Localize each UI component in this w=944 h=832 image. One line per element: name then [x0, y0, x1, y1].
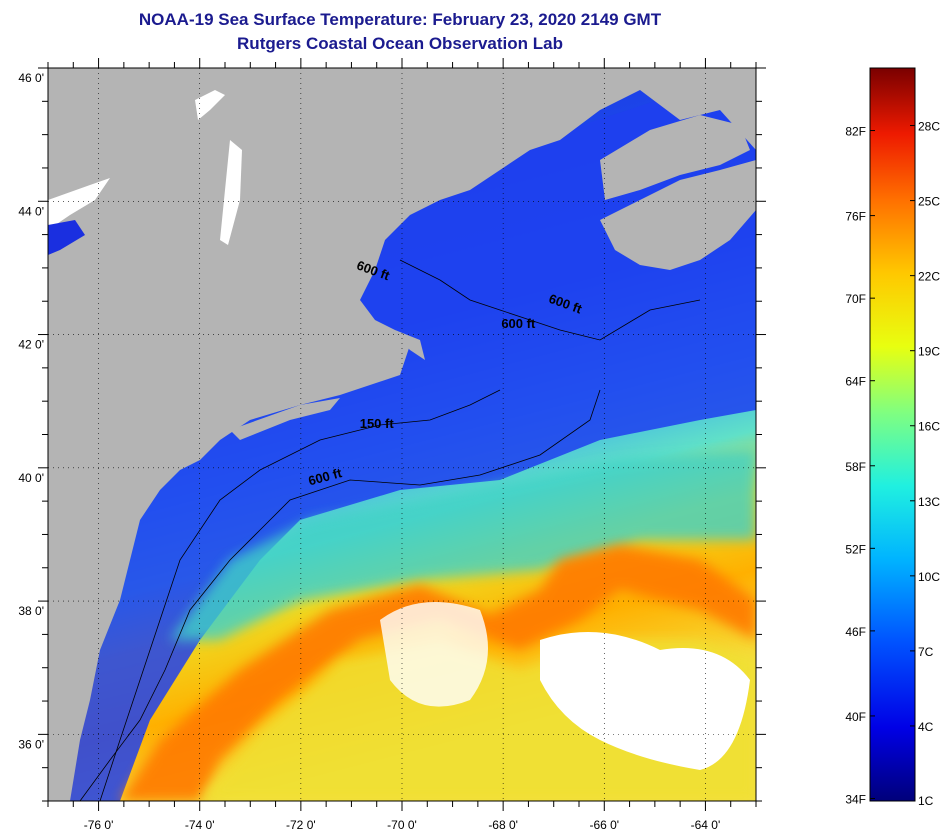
contour-gulf-of-maine: [399, 259, 701, 341]
colorbar-label-f: 76F: [845, 210, 866, 224]
colorbar-label-f: 52F: [845, 542, 866, 556]
map-subtitle: Rutgers Coastal Ocean Observation Lab: [237, 34, 563, 53]
cloud-patch: [540, 632, 750, 770]
lon-tick-label: -74 0': [185, 818, 215, 832]
colorbar-label-c: 10C: [918, 570, 940, 584]
lon-tick-label: -64 0': [691, 818, 721, 832]
land-cape-cod: [395, 330, 425, 360]
lon-tick-label: -68 0': [488, 818, 518, 832]
colorbar-label-f: 82F: [845, 125, 866, 139]
colorbar-label-f: 64F: [845, 375, 866, 389]
sst-map: [48, 68, 756, 801]
lon-tick-label: -72 0': [286, 818, 316, 832]
colorbar-label-c: 19C: [918, 345, 940, 359]
map-title: NOAA-19 Sea Surface Temperature: Februar…: [138, 10, 662, 29]
gulf-stream: [120, 545, 756, 801]
colorbar-label-f: 70F: [845, 292, 866, 306]
lon-tick-label: -76 0': [84, 818, 114, 832]
lat-tick-label: 42 0': [18, 338, 44, 352]
colorbar-label-c: 16C: [918, 420, 940, 434]
map-axes: 46 0' 44 0' 42 0' 40 0' 38 0' 36 0' -76 0' -74 …: [18, 58, 766, 832]
contour-600ft: [79, 389, 601, 801]
contour-150ft: [99, 389, 501, 801]
land-long-island: [230, 398, 340, 440]
colorbar-label-f: 40F: [845, 710, 866, 724]
cloud-patch: [380, 602, 488, 707]
lon-tick-label: -66 0': [589, 818, 619, 832]
colorbar-scale: [869, 67, 916, 802]
land-nova-scotia: [600, 160, 756, 270]
colorbar-label-c: 22C: [918, 270, 940, 284]
lat-tick-label: 38 0': [18, 604, 44, 618]
lon-tick-label: -70 0': [387, 818, 417, 832]
colorbar-label-c: 4C: [918, 720, 934, 734]
colorbar-label-f: 34F: [845, 792, 866, 806]
slope-water: [170, 450, 756, 640]
contour-label: 600 ft: [501, 316, 536, 331]
lake: [48, 220, 85, 255]
land-us: [48, 68, 756, 801]
contour-label: 150 ft: [360, 416, 395, 431]
colorbar-label-c: 25C: [918, 195, 940, 209]
lake: [220, 140, 242, 245]
land-new-brunswick: [600, 115, 750, 200]
colorbar-label-c: 13C: [918, 495, 940, 509]
colorbar-label-f: 58F: [845, 460, 866, 474]
colorbar-label-f: 46F: [845, 625, 866, 639]
colorbar-label-c: 7C: [918, 645, 934, 659]
colorbar-label-c: 1C: [918, 794, 934, 808]
lat-tick-label: 46 0': [18, 71, 44, 85]
colorbar: 34F 40F 46F 52F 58F 64F 70F 76F 82F 1C 4C 7C 10C 13C 1…: [845, 67, 940, 808]
lat-tick-label: 36 0': [18, 737, 44, 751]
lat-tick-label: 40 0': [18, 471, 44, 485]
colorbar-label-c: 28C: [918, 120, 940, 134]
lake: [195, 90, 225, 120]
lat-tick-label: 44 0': [18, 204, 44, 218]
lake: [48, 178, 110, 230]
